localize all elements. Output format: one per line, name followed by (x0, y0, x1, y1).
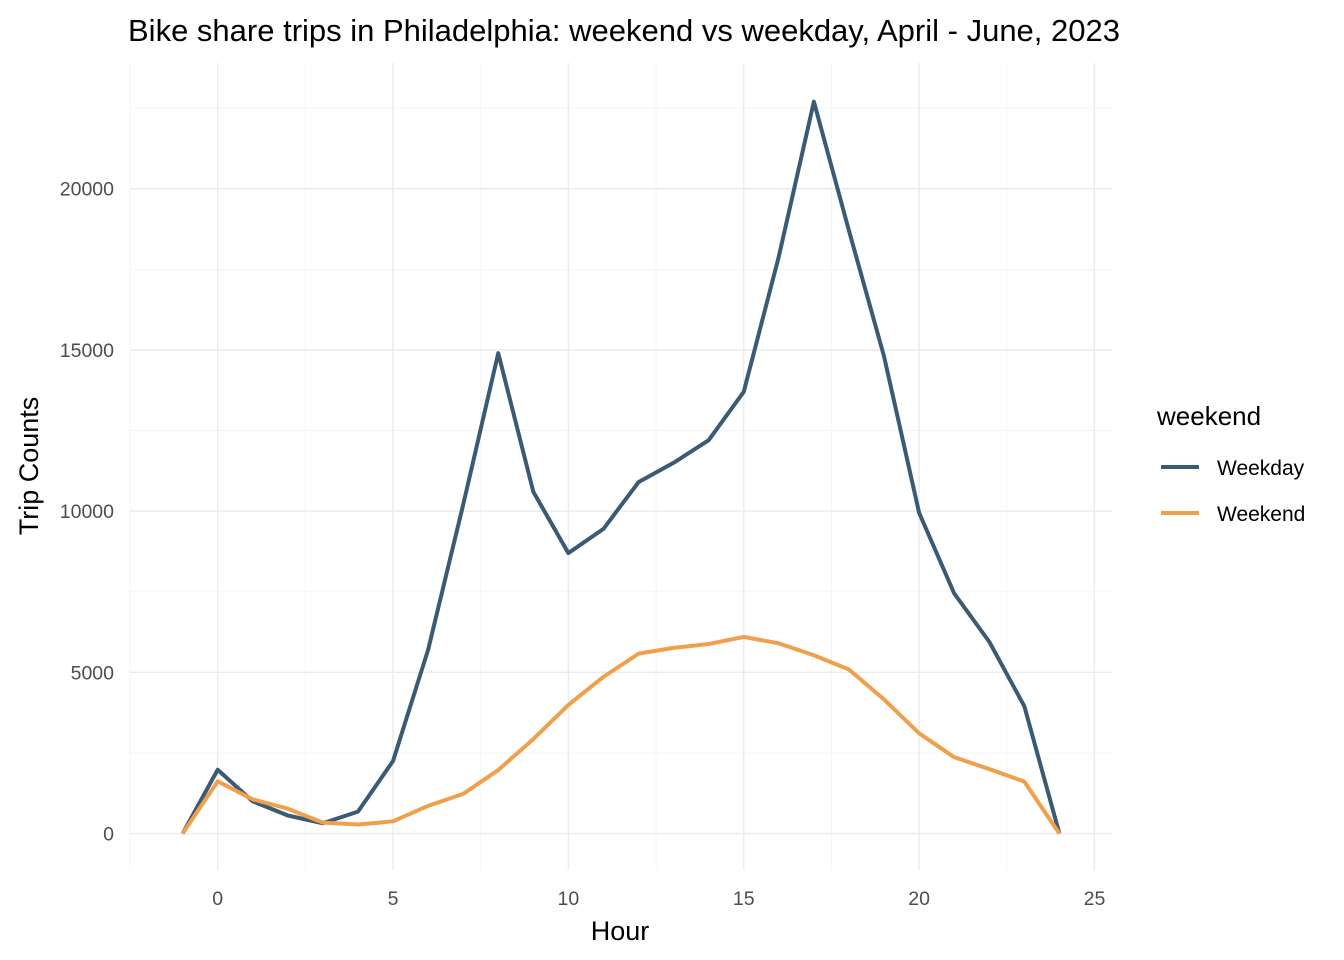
x-axis-title: Hour (591, 916, 650, 946)
legend-label-weekday: Weekday (1217, 457, 1305, 480)
x-tick-label: 20 (908, 888, 930, 910)
y-axis-ticks: 0 5000 10000 15000 20000 (60, 179, 114, 846)
x-tick-label: 0 (212, 888, 223, 910)
series-layer (180, 99, 1062, 835)
series-line-weekend (180, 634, 1062, 835)
x-axis-ticks: 0 5 10 15 20 25 (212, 888, 1105, 910)
legend-label-weekend: Weekend (1217, 503, 1305, 526)
x-tick-label: 15 (733, 888, 755, 910)
plot-area (129, 63, 1112, 870)
legend-items: Weekday Weekend (1161, 457, 1305, 526)
series-line-weekday (180, 99, 1062, 835)
legend: weekend Weekday Weekend (1156, 401, 1305, 526)
chart-title: Bike share trips in Philadelphia: weeken… (128, 13, 1120, 48)
grid (129, 63, 1112, 870)
x-tick-label: 5 (388, 888, 399, 910)
legend-title: weekend (1156, 401, 1261, 431)
y-tick-label: 10000 (60, 501, 114, 523)
y-tick-label: 0 (103, 824, 114, 846)
x-tick-label: 25 (1084, 888, 1106, 910)
y-tick-label: 20000 (60, 179, 114, 201)
y-axis-title: Trip Counts (14, 397, 44, 536)
y-tick-label: 15000 (60, 340, 114, 362)
y-tick-label: 5000 (71, 662, 115, 684)
x-tick-label: 10 (558, 888, 580, 910)
